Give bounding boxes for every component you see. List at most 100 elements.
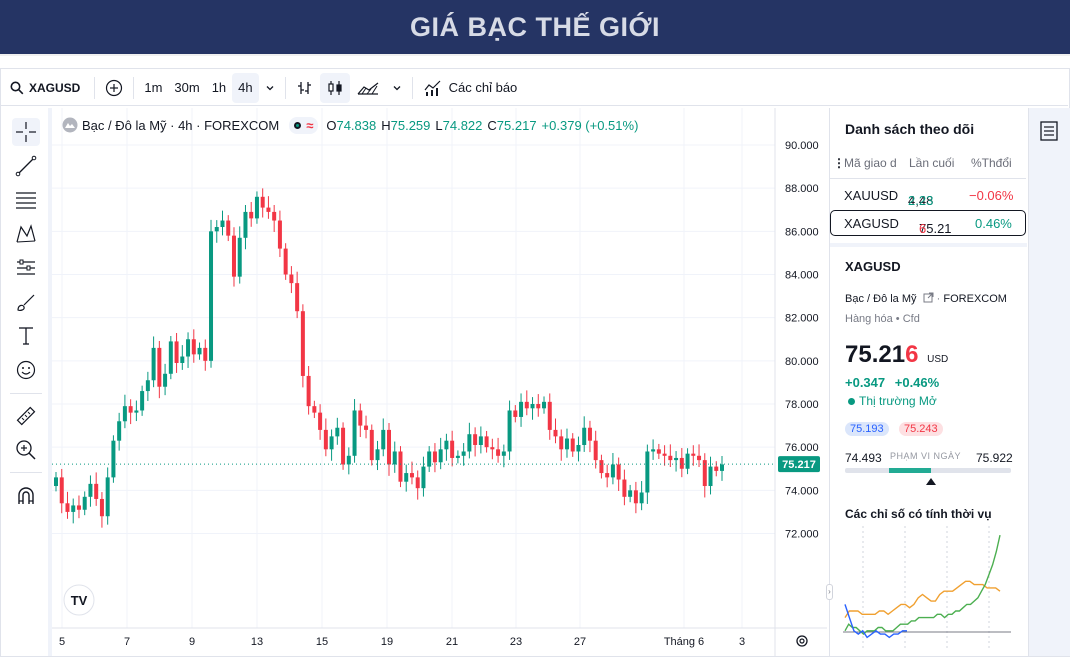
legend-open: O74.838 [326, 117, 377, 133]
market-open-dot [294, 121, 302, 129]
area-type-button[interactable] [350, 73, 386, 103]
text-tool[interactable] [12, 322, 40, 350]
candle-body [409, 473, 414, 478]
detail-name[interactable]: Bạc / Đô la Mỹ [845, 293, 917, 305]
price-tick-label: 74.000 [785, 485, 819, 497]
candle-body [260, 196, 265, 208]
time-tick-label: 3 [739, 636, 745, 648]
emoji-tool[interactable] [12, 356, 40, 384]
crosshair-icon [16, 122, 36, 142]
drag-handle-icon[interactable]: ⋮ [833, 156, 845, 170]
detail-exchange[interactable]: FOREXCOM [943, 293, 1007, 305]
range-bar [845, 468, 1011, 473]
pattern-tool[interactable] [12, 220, 40, 248]
brush-tool[interactable] [12, 288, 40, 316]
tradingview-logo-icon [63, 584, 95, 616]
candles-icon [328, 80, 342, 95]
candle-body [358, 410, 363, 426]
candle-body [105, 477, 110, 517]
candle-body [163, 373, 168, 387]
indicators-button[interactable]: Các chỉ báo [417, 73, 524, 103]
candle-body [484, 436, 489, 448]
interval-4h[interactable]: 4h [232, 72, 259, 103]
detail-market-status: Thị trường Mở [848, 394, 937, 408]
time-tick-label: Tháng 6 [664, 636, 704, 648]
row-change: −0.06% [969, 188, 1014, 203]
change-abs: +0.347 [845, 375, 886, 390]
candle-body [289, 274, 294, 284]
chart-canvas[interactable]: 90.000 88.000 86.000 84.000 82.000 80.000 78.0… [52, 108, 827, 656]
candle-body [364, 425, 369, 430]
panel-collapse-handle[interactable]: › [826, 584, 833, 600]
bar-type-button[interactable] [290, 73, 320, 103]
time-tick-label: 21 [446, 636, 458, 648]
legend-symbol-name[interactable]: Bạc / Đô la Mỹ · 4h · FOREXCOM [82, 117, 280, 133]
col-last-header[interactable]: Lần cuối [909, 156, 955, 170]
tradingview-logo-text: TV [71, 593, 88, 608]
col-change-header[interactable]: %Thđổi [971, 156, 1012, 170]
symbol-label: XAGUSD [29, 80, 81, 95]
fib-lines-icon [16, 192, 36, 209]
candle-body [674, 457, 679, 461]
candle-body [576, 445, 581, 452]
interval-1h[interactable]: 1h [211, 80, 227, 95]
candle-body [352, 410, 357, 456]
external-link-icon[interactable] [923, 292, 934, 303]
compare-button[interactable] [99, 73, 129, 103]
fib-tool[interactable] [12, 186, 40, 214]
watchlist-toggle-button[interactable] [1032, 114, 1066, 148]
forecast-tool[interactable] [12, 254, 40, 282]
candle-body [605, 473, 610, 478]
symbol-logo-icon [62, 117, 78, 133]
candle-body [656, 449, 661, 454]
candle-body [702, 460, 707, 487]
magnet-icon [18, 487, 34, 504]
candles-type-button[interactable] [319, 72, 350, 103]
candle-body [697, 455, 702, 461]
candle-body [323, 429, 328, 450]
interval-dropdown[interactable] [259, 73, 281, 103]
candle-body [197, 347, 202, 355]
price-chart[interactable]: 90.000 88.000 86.000 84.000 82.000 80.000 78.0… [52, 108, 827, 656]
interval-30m[interactable]: 30m [174, 80, 200, 95]
col-symbol-header[interactable]: Mã giao d [844, 156, 897, 170]
candle-body [599, 460, 604, 474]
chart-type-dropdown[interactable] [386, 73, 408, 103]
range-fill [889, 468, 931, 473]
candle-body [708, 466, 713, 487]
interval-1m[interactable]: 1m [144, 80, 163, 95]
pattern-icon [16, 224, 36, 243]
watchlist-title: Danh sách theo dõi [845, 121, 975, 137]
time-tick-label: 5 [59, 636, 65, 648]
candle-body [662, 453, 667, 456]
trend-line-tool[interactable] [12, 152, 40, 180]
price-main: 75.21 [845, 341, 906, 368]
smiley-icon [16, 360, 36, 380]
symbol-search[interactable]: XAGUSD [4, 73, 86, 103]
watchlist-row-selected[interactable]: XAGUSD 75.21 6 0.46% [830, 210, 1026, 236]
time-tick-label: 27 [574, 636, 586, 648]
area-chart-icon [357, 82, 379, 95]
zoom-tool[interactable] [12, 436, 40, 464]
candle-body [582, 427, 587, 446]
detail-price: 75.216 USD [845, 341, 948, 369]
candle-body [559, 436, 564, 450]
price-tick-label: 82.000 [785, 313, 819, 325]
candle-body [519, 401, 524, 417]
add-circle-icon [106, 79, 123, 96]
chart-legend: Bạc / Đô la Mỹ · 4h · FOREXCOM ≈ O74.838… [62, 116, 638, 134]
detail-category: Hàng hóa [845, 313, 893, 325]
candle-body [501, 451, 506, 456]
indicators-icon [424, 80, 441, 96]
watchlist-row[interactable]: XAUUSD 4,48 2.23 −0.06% [844, 188, 1014, 208]
seasonal-title: Các chỉ số có tính thời vụ [845, 507, 992, 521]
candle-body [71, 505, 76, 512]
measure-tool[interactable] [12, 402, 40, 430]
row-symbol: XAGUSD [844, 216, 899, 231]
magnet-tool[interactable] [12, 482, 40, 510]
crosshair-tool[interactable] [12, 118, 40, 146]
price-tick-label: 80.000 [785, 356, 819, 368]
candle-body [461, 451, 466, 456]
candle-body [186, 339, 191, 357]
candle-body [404, 473, 409, 482]
